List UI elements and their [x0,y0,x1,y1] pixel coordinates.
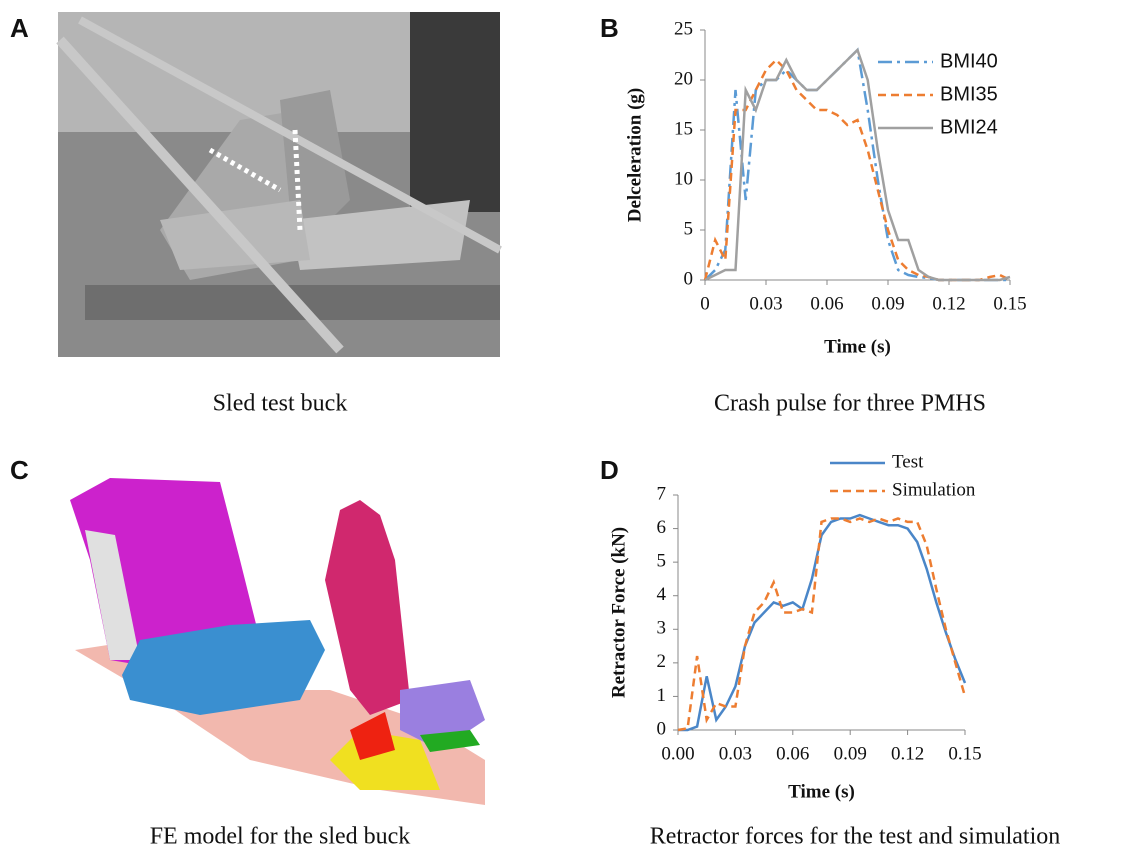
x-tick-label: 0.12 [891,743,924,764]
panel-letter: C [10,455,29,485]
x-tick-label: 0 [700,293,710,314]
x-tick-label: 0.06 [810,293,843,314]
y-tick-label: 20 [674,68,693,89]
y-tick-label: 0 [684,268,694,289]
panel-letter: B [600,13,619,43]
figure: A Sled test buck B Crash pulse for three PM… [0,0,1147,857]
x-tick-label: 0.15 [993,293,1026,314]
caption: FE model for the sled buck [150,824,411,850]
caption: Crash pulse for three PMHS [714,391,986,417]
y-tick-label: 10 [674,168,693,189]
legend-label: BMI35 [940,83,998,105]
y-tick-label: 6 [657,517,667,538]
legend-label: BMI40 [940,50,998,72]
y-tick-label: 0 [657,718,667,739]
x-tick-label: 0.15 [948,743,981,764]
caption: Sled test buck [213,391,348,417]
legend-label: Test [892,451,924,472]
panel-letter: D [600,455,619,485]
x-tick-label: 0.09 [834,743,867,764]
x-tick-label: 0.00 [661,743,694,764]
x-tick-label: 0.09 [871,293,904,314]
y-tick-label: 3 [657,618,667,639]
x-tick-label: 0.03 [749,293,782,314]
y-tick-label: 2 [657,651,667,672]
x-tick-label: 0.06 [776,743,809,764]
x-axis-label: Time (s) [824,336,891,357]
y-tick-label: 15 [674,118,693,139]
legend-label: Simulation [892,479,976,500]
x-tick-label: 0.03 [719,743,752,764]
y-axis-label: Retractor Force (kN) [608,527,629,698]
series-line [678,519,965,731]
y-axis-label: Delceleration (g) [624,88,645,223]
y-tick-label: 4 [657,584,667,605]
y-tick-label: 5 [684,218,694,239]
y-tick-label: 7 [657,483,667,504]
x-tick-label: 0.12 [932,293,965,314]
y-tick-label: 5 [657,551,667,572]
series-line [678,515,965,730]
caption: Retractor forces for the test and simula… [650,824,1061,850]
fe-model [70,478,485,805]
x-axis-label: Time (s) [788,781,855,802]
legend-label: BMI24 [940,116,998,138]
panel-letter: A [10,13,29,43]
y-tick-label: 25 [674,18,693,39]
y-tick-label: 1 [657,685,667,706]
sled-photo [58,12,500,357]
